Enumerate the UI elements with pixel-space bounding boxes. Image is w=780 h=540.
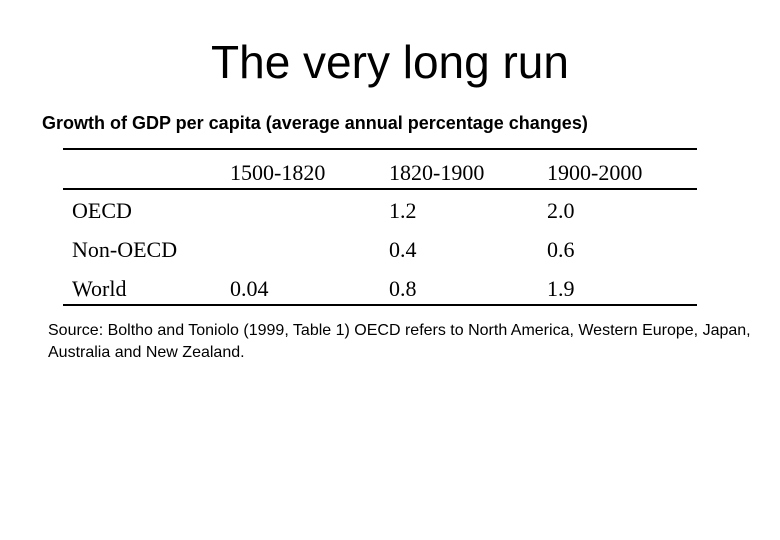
column-header-1900-2000: 1900-2000 xyxy=(547,160,643,185)
cell-non-oecd-1900-2000: 0.6 xyxy=(547,237,575,262)
column-header-1500-1820: 1500-1820 xyxy=(230,160,326,185)
column-header-1820-1900: 1820-1900 xyxy=(389,160,485,185)
cell-oecd-1900-2000: 2.0 xyxy=(547,198,575,223)
cell-world-1820-1900: 0.8 xyxy=(389,276,417,301)
row-label-non-oecd: Non-OECD xyxy=(72,237,178,262)
table-caption: Growth of GDP per capita (average annual… xyxy=(42,113,588,133)
table-top-rule xyxy=(63,148,697,150)
cell-world-1500-1820: 0.04 xyxy=(230,276,269,301)
cell-world-1900-2000: 1.9 xyxy=(547,276,575,301)
cell-oecd-1820-1900: 1.2 xyxy=(389,198,417,223)
row-label-world: World xyxy=(72,276,127,301)
table-bottom-rule xyxy=(63,304,697,306)
table-header-rule xyxy=(63,188,697,190)
slide-title: The very long run xyxy=(211,36,569,88)
cell-non-oecd-1820-1900: 0.4 xyxy=(389,237,417,262)
source-note: Source: Boltho and Toniolo (1999, Table … xyxy=(48,322,751,361)
row-label-oecd: OECD xyxy=(72,198,132,223)
